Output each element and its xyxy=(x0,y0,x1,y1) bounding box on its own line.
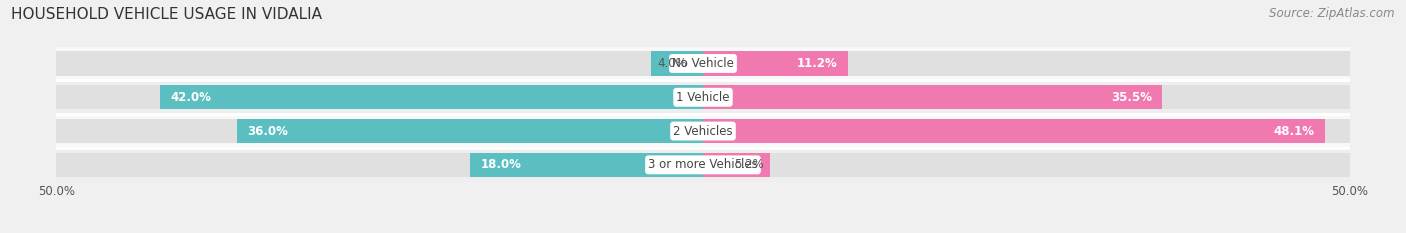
Bar xyxy=(703,153,1350,177)
Bar xyxy=(703,119,1326,143)
Text: 18.0%: 18.0% xyxy=(481,158,522,171)
Text: HOUSEHOLD VEHICLE USAGE IN VIDALIA: HOUSEHOLD VEHICLE USAGE IN VIDALIA xyxy=(11,7,322,22)
Bar xyxy=(651,51,703,76)
Bar xyxy=(703,153,770,177)
Bar xyxy=(56,153,703,177)
Text: 36.0%: 36.0% xyxy=(247,125,288,137)
Text: 48.1%: 48.1% xyxy=(1274,125,1315,137)
Bar xyxy=(56,119,703,143)
Bar xyxy=(470,153,703,177)
Bar xyxy=(56,51,703,76)
Bar xyxy=(56,47,1350,80)
Bar xyxy=(56,80,1350,114)
Bar xyxy=(703,85,1163,110)
Text: No Vehicle: No Vehicle xyxy=(672,57,734,70)
Text: 35.5%: 35.5% xyxy=(1111,91,1152,104)
Bar xyxy=(703,85,1350,110)
Text: Source: ZipAtlas.com: Source: ZipAtlas.com xyxy=(1270,7,1395,20)
Text: 3 or more Vehicles: 3 or more Vehicles xyxy=(648,158,758,171)
Text: 5.2%: 5.2% xyxy=(734,158,763,171)
Bar xyxy=(160,85,703,110)
Bar xyxy=(238,119,703,143)
Bar xyxy=(703,51,1350,76)
Bar xyxy=(703,119,1350,143)
Bar xyxy=(56,114,1350,148)
Text: 11.2%: 11.2% xyxy=(797,57,838,70)
Text: 4.0%: 4.0% xyxy=(658,57,688,70)
Bar xyxy=(703,51,848,76)
Text: 2 Vehicles: 2 Vehicles xyxy=(673,125,733,137)
Bar xyxy=(56,148,1350,182)
Text: 1 Vehicle: 1 Vehicle xyxy=(676,91,730,104)
Text: 42.0%: 42.0% xyxy=(170,91,211,104)
Bar xyxy=(56,85,703,110)
